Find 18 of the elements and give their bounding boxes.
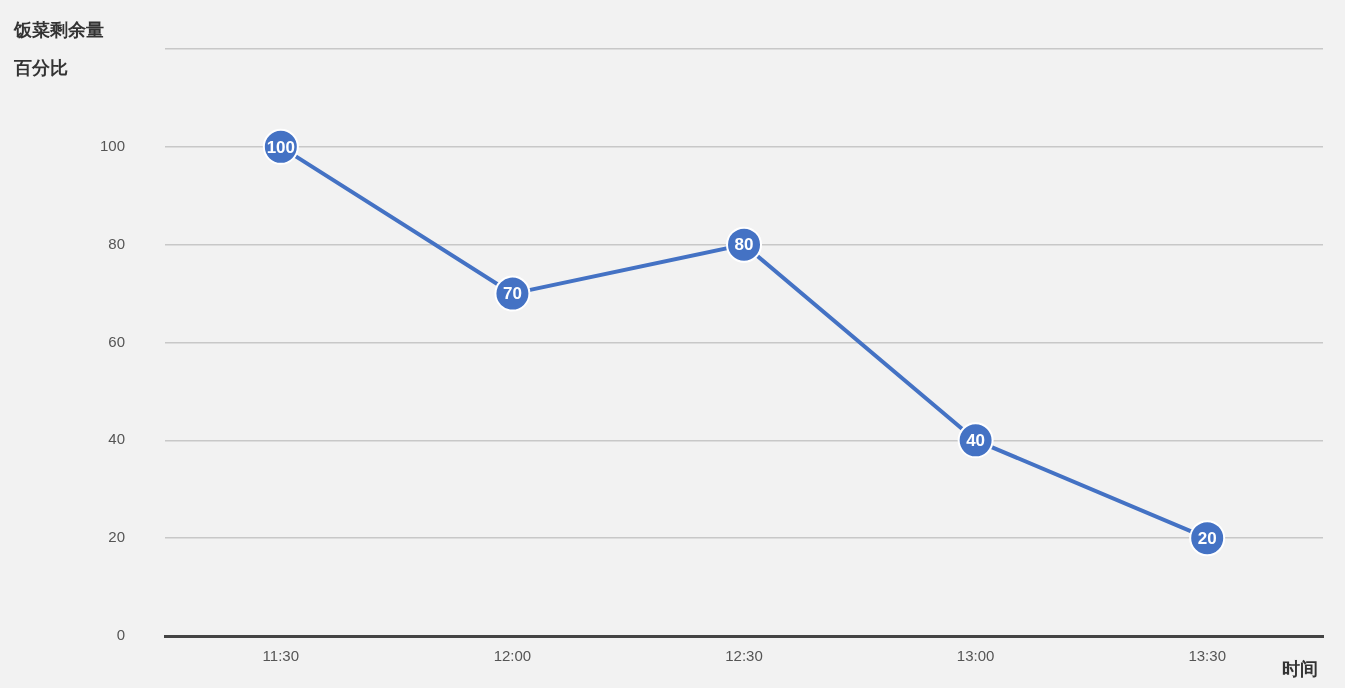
data-label: 100 bbox=[266, 137, 296, 157]
data-label: 20 bbox=[1197, 528, 1217, 548]
y-tick-label: 80 bbox=[108, 234, 126, 252]
data-label: 70 bbox=[502, 284, 522, 304]
x-tick-label: 11:30 bbox=[262, 647, 300, 665]
x-tick-label: 12:00 bbox=[493, 647, 532, 665]
data-label: 40 bbox=[966, 431, 986, 451]
y-tick-label: 60 bbox=[108, 332, 126, 350]
x-tick-label: 13:30 bbox=[1188, 647, 1226, 665]
x-tick-label: 12:30 bbox=[725, 647, 763, 665]
y-tick-label: 40 bbox=[108, 430, 126, 448]
x-tick-label: 13:00 bbox=[956, 647, 995, 665]
x-axis-title: 时间 bbox=[1282, 658, 1318, 679]
y-tick-label: 100 bbox=[100, 136, 126, 154]
y-tick-label: 0 bbox=[116, 626, 126, 644]
data-label: 80 bbox=[734, 235, 754, 255]
y-tick-label: 20 bbox=[108, 528, 126, 546]
y-axis-title: 饭菜剩余量百分比 bbox=[13, 19, 104, 78]
